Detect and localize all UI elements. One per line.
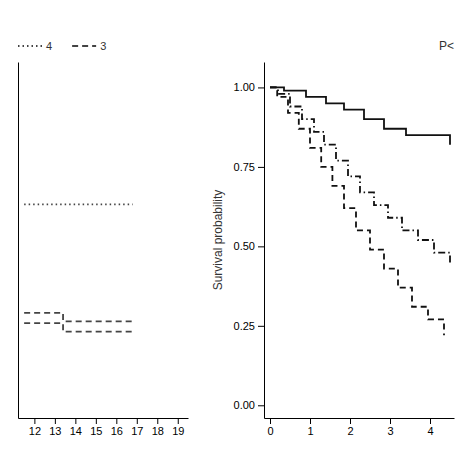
legend-swatch — [72, 45, 96, 47]
legend-entry: 3 — [72, 40, 106, 52]
x-tick-mark — [137, 418, 138, 424]
y-tick-mark — [258, 326, 264, 327]
legend: 43 — [18, 40, 106, 52]
x-tick-label: 1 — [307, 425, 313, 437]
y-axis-line — [18, 63, 19, 419]
plot-area — [270, 87, 450, 335]
x-tick-mark — [310, 418, 311, 424]
series-line — [24, 313, 133, 321]
y-tick: 0.00 — [234, 399, 264, 411]
x-tick-label: 12 — [29, 425, 41, 437]
x-tick-mark — [96, 418, 97, 424]
y-tick: 0.75 — [234, 161, 264, 173]
x-tick-label: 3 — [387, 425, 393, 437]
x-tick: 3 — [387, 418, 393, 437]
x-tick-mark — [390, 418, 391, 424]
x-axis: 0 1 2 3 4 — [265, 418, 455, 437]
x-axis-line — [19, 418, 189, 419]
x-tick: 13 — [49, 418, 61, 437]
x-tick-mark — [34, 418, 35, 424]
panel: 121314151617181943 — [18, 40, 189, 437]
y-tick-label: 0.25 — [234, 320, 255, 332]
x-tick-label: 13 — [49, 425, 61, 437]
y-tick-label: 0.50 — [234, 240, 255, 252]
x-tick-mark — [55, 418, 56, 424]
y-tick-label: 1.00 — [234, 81, 255, 93]
x-tick: 4 — [427, 418, 433, 437]
x-tick: 0 — [267, 418, 273, 437]
x-tick: 1 — [307, 418, 313, 437]
y-axis-line — [264, 63, 265, 419]
x-tick-mark — [430, 418, 431, 424]
x-tick-mark — [178, 418, 179, 424]
legend-entry: 4 — [18, 40, 52, 52]
y-tick: 0.25 — [234, 320, 264, 332]
legend-label: 3 — [100, 40, 106, 52]
x-tick: 19 — [172, 418, 184, 437]
plot-area — [24, 204, 133, 331]
legend-swatch — [18, 45, 42, 47]
y-axis-title: Survival probability — [211, 190, 225, 291]
x-tick: 15 — [90, 418, 102, 437]
y-tick-mark — [258, 246, 264, 247]
y-tick-label: 0.75 — [234, 161, 255, 173]
panel: 0 1 2 3 4 0.00 0.25 0.50 0.75 1.00 P< Survival prob… — [211, 39, 455, 437]
x-tick-label: 15 — [90, 425, 102, 437]
x-tick-mark — [116, 418, 117, 424]
y-tick-mark — [258, 87, 264, 88]
y-axis: 0.00 0.25 0.50 0.75 1.00 — [234, 63, 265, 419]
x-tick-label: 16 — [111, 425, 123, 437]
y-tick: 1.00 — [234, 81, 264, 93]
x-axis-line — [265, 418, 455, 419]
x-tick-label: 17 — [131, 425, 143, 437]
x-tick-mark — [157, 418, 158, 424]
series-line — [24, 203, 133, 205]
x-tick-label: 19 — [172, 425, 184, 437]
x-tick-mark — [75, 418, 76, 424]
x-tick: 17 — [131, 418, 143, 437]
x-tick: 16 — [111, 418, 123, 437]
series-line — [270, 87, 450, 265]
x-tick: 2 — [347, 418, 353, 437]
series-line — [270, 87, 450, 144]
x-tick-label: 4 — [427, 425, 433, 437]
y-tick-label: 0.00 — [234, 399, 255, 411]
y-tick-mark — [258, 167, 264, 168]
x-tick-label: 0 — [267, 425, 273, 437]
series-line — [24, 323, 133, 331]
x-axis: 12 13 14 15 16 17 18 19 — [19, 418, 189, 437]
x-tick: 14 — [70, 418, 82, 437]
x-tick: 18 — [152, 418, 164, 437]
y-tick-mark — [258, 405, 264, 406]
x-tick-mark — [270, 418, 271, 424]
x-tick-mark — [350, 418, 351, 424]
x-tick-label: 18 — [152, 425, 164, 437]
x-tick-label: 14 — [70, 425, 82, 437]
title: P< — [439, 39, 454, 53]
legend-label: 4 — [46, 40, 52, 52]
chart-root: 121314151617181943012340.000.250.500.751… — [0, 0, 474, 474]
x-tick-label: 2 — [347, 425, 353, 437]
y-axis — [18, 63, 19, 419]
series-line — [270, 87, 444, 335]
y-tick: 0.50 — [234, 240, 264, 252]
x-tick: 12 — [29, 418, 41, 437]
